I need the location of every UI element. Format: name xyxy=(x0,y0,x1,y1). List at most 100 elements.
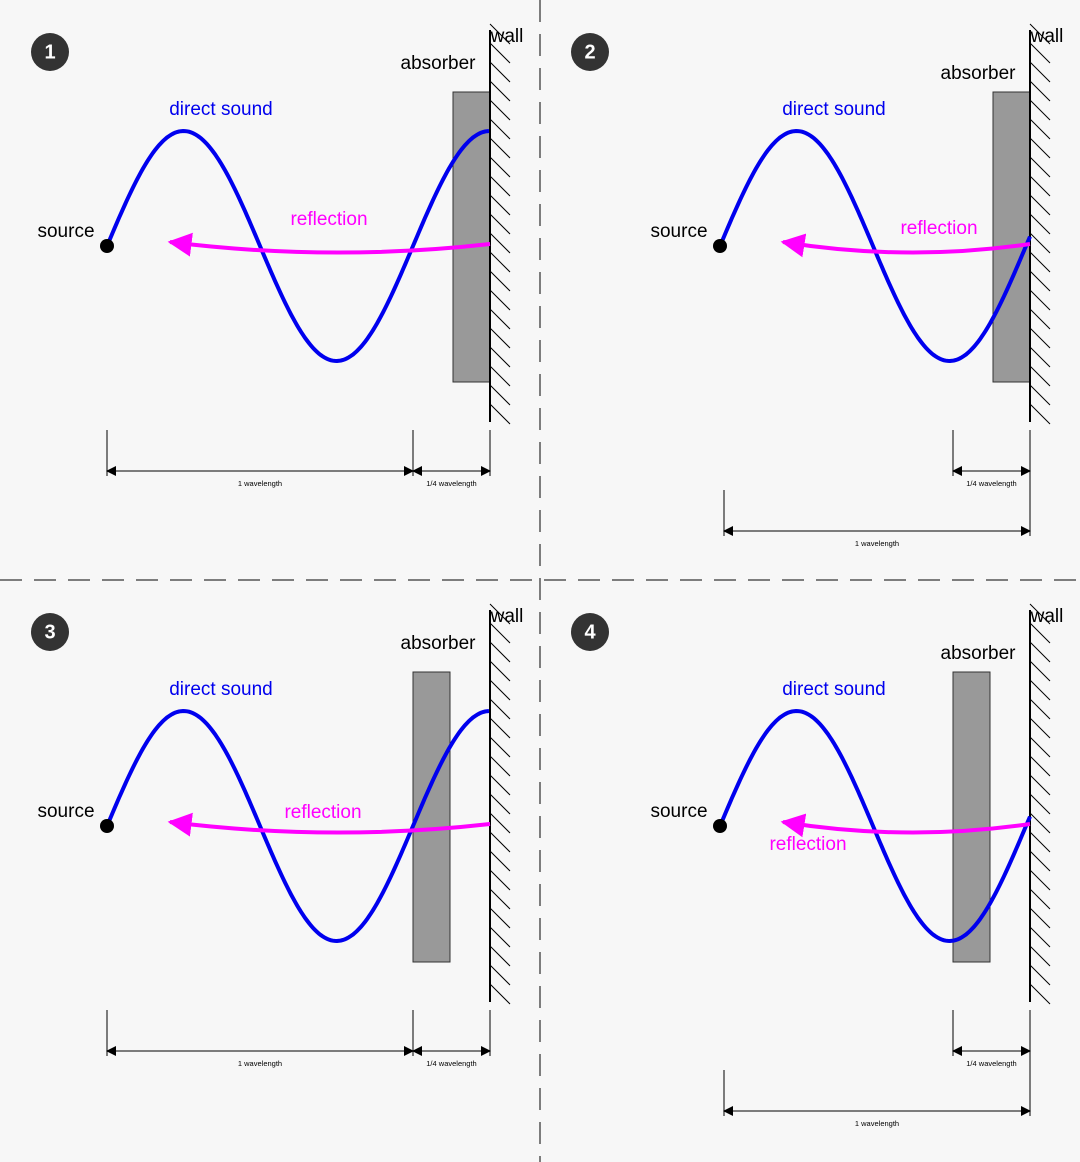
wall-hatch xyxy=(489,660,511,682)
wall-label: wall xyxy=(490,26,524,47)
direct-wave xyxy=(105,128,490,364)
absorber-label: absorber xyxy=(941,63,1017,84)
source-label: source xyxy=(650,801,707,822)
absorber xyxy=(452,91,491,383)
wall-hatch xyxy=(1029,80,1051,102)
wall-hatch xyxy=(1029,641,1051,663)
absorber-label: absorber xyxy=(401,53,477,74)
absorber xyxy=(412,671,451,963)
source-dot xyxy=(713,239,727,253)
wall-hatch xyxy=(489,717,511,739)
wall-hatch xyxy=(489,850,511,872)
direct-label: direct sound xyxy=(782,679,886,700)
wall-hatch xyxy=(489,603,511,625)
wall-hatch xyxy=(1029,194,1051,216)
source-dot xyxy=(713,819,727,833)
wall-hatch xyxy=(489,99,511,121)
wavelength-label: 1 wavelength xyxy=(238,479,282,488)
wall-hatch xyxy=(489,365,511,387)
wall-hatch xyxy=(489,869,511,891)
reflection-arrow xyxy=(167,232,491,257)
wall-hatch xyxy=(1029,61,1051,83)
badge xyxy=(31,33,69,71)
badge-number: 3 xyxy=(44,621,55,643)
reflection-arrow xyxy=(167,812,491,837)
wall-hatch xyxy=(489,774,511,796)
quarter-label: 1/4 wavelength xyxy=(426,479,476,488)
wall-hatch xyxy=(489,156,511,178)
wall-hatch xyxy=(489,194,511,216)
reflection-arrow xyxy=(780,233,1031,258)
wall-hatch xyxy=(489,42,511,64)
wall-hatch xyxy=(1029,327,1051,349)
wall-hatch xyxy=(1029,964,1051,986)
absorber xyxy=(952,671,991,963)
reflection-label: reflection xyxy=(284,802,361,823)
wall-hatch xyxy=(489,403,511,425)
wall-hatch xyxy=(489,983,511,1005)
direct-label: direct sound xyxy=(169,99,273,120)
wall-label: wall xyxy=(1030,26,1064,47)
direct-wave xyxy=(105,708,490,944)
wall-hatch xyxy=(489,622,511,644)
wall-hatch xyxy=(489,641,511,663)
wall-hatch xyxy=(1029,622,1051,644)
wall-hatch xyxy=(489,831,511,853)
reflection-label: reflection xyxy=(769,834,846,855)
wall-hatch xyxy=(1029,346,1051,368)
wall-hatch xyxy=(489,23,511,45)
wavelength-label: 1 wavelength xyxy=(855,1119,899,1128)
wall-hatch xyxy=(1029,850,1051,872)
wall-hatch xyxy=(489,327,511,349)
wall-hatch xyxy=(1029,926,1051,948)
reflection-label: reflection xyxy=(290,209,367,230)
wall-hatch xyxy=(489,945,511,967)
wall-hatch xyxy=(489,679,511,701)
reflection-label: reflection xyxy=(900,218,977,239)
source-dot xyxy=(100,819,114,833)
wall-label: wall xyxy=(490,606,524,627)
wall-hatch xyxy=(1029,232,1051,254)
wall-hatch xyxy=(489,251,511,273)
wall-hatch xyxy=(1029,774,1051,796)
wall-hatch xyxy=(1029,270,1051,292)
wall-hatch xyxy=(1029,289,1051,311)
wall-hatch xyxy=(1029,175,1051,197)
source-label: source xyxy=(37,801,94,822)
wall-hatch xyxy=(1029,213,1051,235)
panel: 3 wall absorber direct sound source reflectio… xyxy=(31,603,524,1068)
wall-hatch xyxy=(1029,251,1051,273)
wall-hatch xyxy=(489,698,511,720)
badge xyxy=(571,33,609,71)
wall-hatch xyxy=(489,137,511,159)
direct-label: direct sound xyxy=(169,679,273,700)
wall-hatch xyxy=(1029,384,1051,406)
wall-hatch xyxy=(1029,793,1051,815)
wall-hatch xyxy=(1029,99,1051,121)
badge-number: 1 xyxy=(44,41,55,63)
wall-hatch xyxy=(1029,365,1051,387)
wall-hatch xyxy=(489,926,511,948)
wall-hatch xyxy=(489,270,511,292)
panel: 1 wall absorber direct sound source reflectio… xyxy=(31,23,524,488)
wall-hatch xyxy=(489,812,511,834)
wall-hatch xyxy=(489,346,511,368)
wall-hatch xyxy=(1029,308,1051,330)
wall-hatch xyxy=(489,175,511,197)
wall-hatch xyxy=(1029,869,1051,891)
wall-hatch xyxy=(489,755,511,777)
absorber-label: absorber xyxy=(941,643,1017,664)
badge-number: 4 xyxy=(584,621,596,643)
direct-label: direct sound xyxy=(782,99,886,120)
wall-hatch xyxy=(489,907,511,929)
wall-hatch xyxy=(489,964,511,986)
source-label: source xyxy=(650,221,707,242)
wall-hatch xyxy=(489,118,511,140)
wall-hatch xyxy=(1029,137,1051,159)
wall-hatch xyxy=(489,308,511,330)
wall-hatch xyxy=(1029,945,1051,967)
wall-hatch xyxy=(1029,156,1051,178)
wall-hatch xyxy=(489,888,511,910)
source-dot xyxy=(100,239,114,253)
